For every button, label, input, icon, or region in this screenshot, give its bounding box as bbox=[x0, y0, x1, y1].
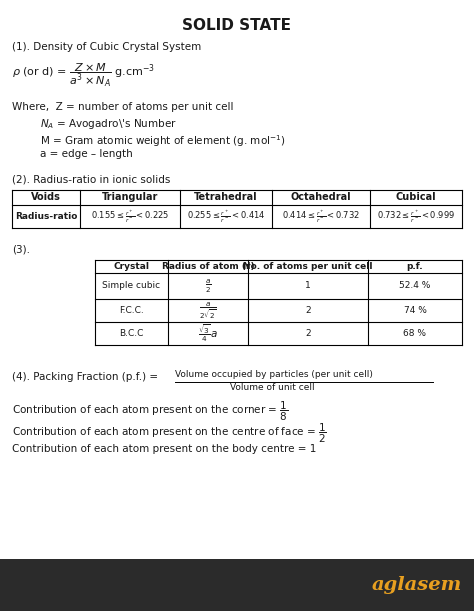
Text: Radius-ratio: Radius-ratio bbox=[15, 212, 77, 221]
Text: Contribution of each atom present on the corner = $\dfrac{1}{8}$: Contribution of each atom present on the… bbox=[12, 400, 289, 423]
Text: (4). Packing Fraction (p.f.) =: (4). Packing Fraction (p.f.) = bbox=[12, 372, 161, 382]
Text: 2: 2 bbox=[305, 329, 311, 338]
Text: M = Gram atomic weight of element (g. mol$^{-1}$): M = Gram atomic weight of element (g. mo… bbox=[40, 133, 285, 149]
Text: Tetrahedral: Tetrahedral bbox=[194, 192, 258, 202]
Text: Octahedral: Octahedral bbox=[291, 192, 351, 202]
Text: 52.4 %: 52.4 % bbox=[399, 282, 431, 290]
Text: p.f.: p.f. bbox=[407, 262, 423, 271]
Text: $0.732 \leq \frac{r^+}{r^-} < 0.999$: $0.732 \leq \frac{r^+}{r^-} < 0.999$ bbox=[377, 208, 455, 225]
Text: Contribution of each atom present on the centre of face = $\dfrac{1}{2}$: Contribution of each atom present on the… bbox=[12, 422, 327, 445]
Text: Where,  Z = number of atoms per unit cell: Where, Z = number of atoms per unit cell bbox=[12, 102, 234, 112]
Text: Volume of unit cell: Volume of unit cell bbox=[230, 383, 315, 392]
Text: Crystal: Crystal bbox=[113, 262, 149, 271]
Text: $N_A$ = Avogadro\'s Number: $N_A$ = Avogadro\'s Number bbox=[40, 117, 177, 131]
Text: SOLID STATE: SOLID STATE bbox=[182, 18, 292, 33]
Text: Radius of atom (r): Radius of atom (r) bbox=[162, 262, 255, 271]
Text: Triangular: Triangular bbox=[102, 192, 158, 202]
Text: (1). Density of Cubic Crystal System: (1). Density of Cubic Crystal System bbox=[12, 42, 201, 52]
Text: $\frac{a}{2}$: $\frac{a}{2}$ bbox=[205, 277, 211, 295]
Text: 2: 2 bbox=[305, 306, 311, 315]
Text: Simple cubic: Simple cubic bbox=[102, 282, 161, 290]
Text: Contribution of each atom present on the body centre = 1: Contribution of each atom present on the… bbox=[12, 444, 316, 454]
Text: (3).: (3). bbox=[12, 245, 30, 255]
Text: a = edge – length: a = edge – length bbox=[40, 149, 133, 159]
Bar bbox=[0, 559, 474, 611]
Text: 74 %: 74 % bbox=[403, 306, 427, 315]
Text: B.C.C: B.C.C bbox=[119, 329, 144, 338]
Text: F.C.C.: F.C.C. bbox=[119, 306, 144, 315]
Text: Voids: Voids bbox=[31, 192, 61, 202]
Text: 68 %: 68 % bbox=[403, 329, 427, 338]
Text: $\frac{a}{2\sqrt{2}}$: $\frac{a}{2\sqrt{2}}$ bbox=[199, 300, 217, 321]
Text: $0.255 \leq \frac{r^+}{r^-} < 0.414$: $0.255 \leq \frac{r^+}{r^-} < 0.414$ bbox=[187, 208, 265, 225]
Text: $\frac{\sqrt{3}}{4}a$: $\frac{\sqrt{3}}{4}a$ bbox=[198, 323, 218, 345]
Text: $0.414 \leq \frac{r^+}{r^-} < 0.732$: $0.414 \leq \frac{r^+}{r^-} < 0.732$ bbox=[282, 208, 360, 225]
Text: 1: 1 bbox=[305, 282, 311, 290]
Text: aglasem: aglasem bbox=[372, 576, 462, 594]
Text: $0.155 \leq \frac{r^+}{r^-} < 0.225$: $0.155 \leq \frac{r^+}{r^-} < 0.225$ bbox=[91, 208, 169, 225]
Text: No. of atoms per unit cell: No. of atoms per unit cell bbox=[243, 262, 373, 271]
Text: (2). Radius-ratio in ionic solids: (2). Radius-ratio in ionic solids bbox=[12, 175, 170, 185]
Text: $\rho$ (or d) = $\dfrac{Z \times M}{a^3 \times N_A}$ g.cm$^{-3}$: $\rho$ (or d) = $\dfrac{Z \times M}{a^3 … bbox=[12, 62, 155, 89]
Text: Cubical: Cubical bbox=[396, 192, 436, 202]
Text: Volume occupied by particles (per unit cell): Volume occupied by particles (per unit c… bbox=[175, 370, 373, 379]
